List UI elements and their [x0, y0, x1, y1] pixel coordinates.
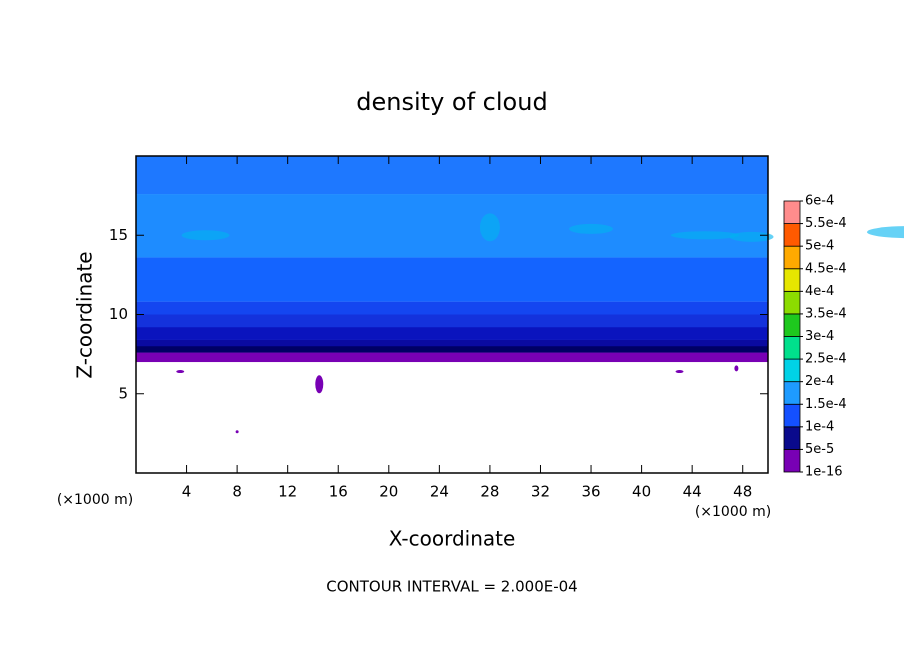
x-tick-label: 4	[182, 483, 192, 501]
colorbar-label: 3.5e-4	[805, 306, 847, 321]
colorbar-label: 1e-16	[805, 465, 843, 480]
x-tick-label: 8	[232, 483, 242, 501]
colorbar-box	[783, 336, 801, 360]
contour-patch	[479, 213, 500, 242]
x-unit-label: (×1000 m)	[695, 504, 771, 520]
colorbar-label: 5e-4	[805, 239, 834, 254]
colorbar-box	[783, 313, 801, 337]
y-tick-label: 15	[109, 226, 128, 244]
colorbar-label: 4e-4	[805, 284, 834, 299]
x-tick-label: 24	[430, 483, 449, 501]
contour-band	[136, 301, 768, 315]
colorbar-label: 1e-4	[805, 419, 834, 434]
contour-patch	[235, 430, 239, 434]
contour-patch	[569, 223, 614, 234]
colorbar-label: 5.5e-4	[805, 216, 847, 231]
colorbar-box	[783, 426, 801, 450]
contour-band	[136, 352, 768, 363]
x-tick-label: 16	[329, 483, 348, 501]
colorbar-box	[783, 358, 801, 383]
colorbar-box	[783, 381, 801, 405]
x-tick-label: 28	[480, 483, 499, 501]
contour-patch	[675, 370, 684, 374]
contour-patch	[181, 230, 230, 241]
y-tick-label: 10	[109, 305, 128, 323]
colorbar-label: 6e-4	[805, 194, 834, 209]
contour-patch	[734, 365, 739, 372]
contour-patch	[315, 375, 324, 394]
contour-band	[136, 194, 768, 258]
chart-title: density of cloud	[356, 88, 547, 116]
contour-patch	[670, 231, 739, 240]
contour-band	[136, 327, 768, 340]
colorbar-box	[783, 449, 801, 473]
x-axis-label: X-coordinate	[389, 527, 516, 551]
footnote: CONTOUR INTERVAL = 2.000E-04	[326, 578, 577, 596]
x-tick-label: 36	[581, 483, 600, 501]
colorbar-label: 2.5e-4	[805, 352, 847, 367]
contour-patch	[867, 226, 904, 239]
colorbar-label: 3e-4	[805, 329, 834, 344]
contour-band	[136, 156, 768, 195]
colorbar-box	[783, 245, 801, 270]
contour-patch	[176, 370, 185, 374]
colorbar-box	[783, 200, 801, 224]
contour-band	[136, 339, 768, 347]
colorbar-label: 1.5e-4	[805, 397, 847, 412]
contour-band	[136, 257, 768, 302]
contour-patch	[729, 231, 774, 242]
colorbar-label: 2e-4	[805, 374, 834, 389]
contour-band	[136, 346, 768, 353]
colorbar-box	[783, 290, 801, 315]
colorbar-box	[783, 268, 801, 292]
x-tick-label: 20	[379, 483, 398, 501]
y-tick-label: 5	[118, 384, 128, 402]
y-axis-label: Z-coordinate	[73, 251, 97, 378]
y-unit-label: (×1000 m)	[57, 492, 133, 508]
x-tick-label: 12	[278, 483, 297, 501]
contour-band	[136, 314, 768, 328]
colorbar-label: 5e-5	[805, 442, 834, 457]
x-tick-label: 48	[733, 483, 752, 501]
colorbar-box	[783, 223, 801, 247]
x-tick-label: 32	[531, 483, 550, 501]
colorbar-box	[783, 403, 801, 428]
x-tick-label: 40	[632, 483, 651, 501]
colorbar-label: 4.5e-4	[805, 261, 847, 276]
x-tick-label: 44	[683, 483, 702, 501]
